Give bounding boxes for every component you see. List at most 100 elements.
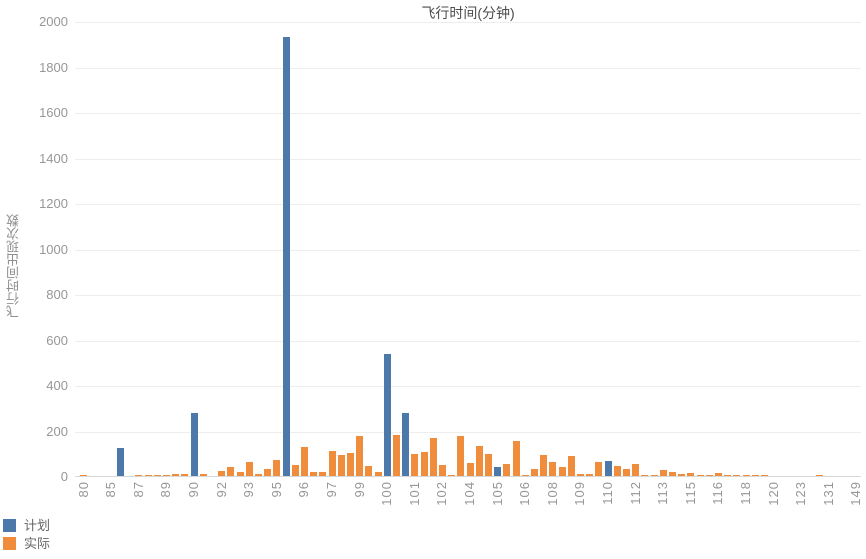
gridline-800: [75, 295, 861, 296]
x-tick-label-104: 104: [462, 481, 477, 506]
plot-area: [75, 22, 861, 477]
y-tick-label-1600: 1600: [39, 105, 68, 120]
x-tick-label-102: 102: [434, 481, 450, 506]
bar-actual-slot-55: [586, 474, 594, 476]
bar-actual-slot-80: [816, 475, 824, 476]
bar-actual-slot-19: [254, 474, 262, 476]
bar-actual-slot-43: [475, 446, 483, 476]
chart-title: 飞行时间(分钟): [421, 5, 515, 21]
x-tick-label-116: 116: [710, 481, 726, 505]
bar-actual-slot-13: [199, 474, 207, 476]
x-tick-label-120: 120: [765, 481, 781, 506]
bar-plan-slot-35: [402, 413, 410, 476]
gridline-600: [75, 340, 861, 342]
bar-actual-slot-56: [595, 462, 603, 476]
bar-actual-slot-0: [80, 475, 88, 476]
x-tick-label-108: 108: [544, 481, 560, 506]
x-tick-label-90: 90: [186, 481, 201, 498]
y-tick-label-1800: 1800: [39, 59, 68, 75]
bar-actual-slot-28: [337, 455, 345, 476]
x-tick-label-113: 113: [655, 481, 671, 505]
bar-actual-slot-69: [714, 473, 722, 476]
bar-actual-slot-34: [392, 435, 400, 476]
gridline-1200: [75, 204, 861, 205]
bar-actual-slot-20: [264, 469, 272, 476]
bar-plan-slot-33: [383, 354, 391, 476]
bar-actual-slot-27: [328, 451, 336, 476]
bar-actual-slot-68: [705, 475, 713, 476]
gridline-1800: [75, 67, 861, 69]
bar-actual-slot-41: [457, 436, 465, 476]
bar-plan-slot-22: [282, 37, 290, 476]
legend-swatch-plan: [3, 519, 16, 532]
x-tick-label-123: 123: [793, 481, 809, 506]
bar-actual-slot-30: [356, 436, 364, 476]
y-tick-label-1400: 1400: [39, 150, 68, 166]
y-tick-label-400: 400: [46, 378, 68, 393]
bar-actual-slot-64: [668, 472, 676, 476]
y-tick-label-2000: 2000: [39, 14, 68, 29]
bar-actual-slot-10: [172, 474, 180, 476]
bar-actual-slot-62: [650, 475, 658, 476]
y-tick-label-1200: 1200: [39, 196, 68, 211]
x-tick-label-105: 105: [489, 481, 505, 506]
bar-actual-slot-53: [567, 456, 575, 476]
bar-actual-slot-54: [576, 474, 584, 476]
x-tick-label-80: 80: [75, 481, 91, 498]
bar-actual-slot-61: [641, 475, 649, 476]
bar-actual-slot-31: [365, 466, 373, 476]
bar-plan-slot-45: [494, 467, 502, 476]
x-tick-label-110: 110: [600, 481, 615, 505]
legend-swatch-actual: [3, 537, 16, 550]
bar-plan-slot-12: [190, 413, 198, 476]
bar-actual-slot-67: [696, 475, 704, 476]
bar-actual-slot-25: [310, 472, 318, 476]
x-tick-label-118: 118: [738, 481, 753, 505]
y-tick-label-0: 0: [60, 469, 68, 484]
bar-actual-slot-72: [742, 475, 750, 476]
bar-actual-slot-16: [227, 467, 235, 476]
legend: 计划 实际: [3, 517, 50, 553]
bar-actual-slot-17: [236, 472, 244, 476]
bar-actual-slot-48: [521, 475, 529, 476]
bar-actual-slot-42: [466, 463, 474, 476]
bar-actual-slot-59: [622, 469, 630, 476]
x-tick-label-99: 99: [351, 481, 367, 498]
bar-actual-slot-66: [687, 473, 695, 476]
bar-actual-slot-47: [512, 441, 520, 476]
bar-actual-slot-32: [374, 472, 382, 476]
bar-actual-slot-9: [162, 475, 170, 476]
bar-actual-slot-8: [153, 475, 161, 476]
x-tick-label-101: 101: [406, 481, 422, 506]
bar-actual-slot-49: [530, 469, 538, 476]
gridline-200: [75, 431, 861, 433]
y-tick-label-1000: 1000: [39, 241, 68, 257]
bar-actual-slot-58: [613, 466, 621, 476]
bar-actual-slot-74: [760, 475, 768, 476]
bar-actual-slot-40: [448, 475, 456, 476]
x-tick-label-92: 92: [213, 481, 229, 498]
x-tick-label-97: 97: [324, 481, 339, 498]
bar-actual-slot-52: [558, 467, 566, 476]
gridline-1000: [75, 249, 861, 251]
x-tick-label-93: 93: [241, 481, 257, 498]
bar-actual-slot-37: [420, 452, 428, 476]
gridline-1400: [75, 158, 861, 160]
bar-actual-slot-50: [540, 455, 548, 476]
bar-plan-slot-4: [116, 448, 124, 476]
y-tick-label-200: 200: [46, 423, 68, 439]
bar-actual-slot-7: [144, 475, 152, 476]
bar-actual-slot-71: [733, 475, 741, 476]
x-tick-label-95: 95: [268, 481, 284, 498]
legend-label-plan: 计划: [24, 518, 51, 533]
bar-actual-slot-26: [319, 472, 327, 476]
x-axis-line: [75, 476, 861, 477]
legend-item-plan: 计划: [3, 517, 50, 534]
bar-actual-slot-21: [273, 460, 281, 476]
x-tick-label-109: 109: [572, 481, 588, 506]
x-tick-label-131: 131: [820, 481, 836, 506]
x-tick-label-106: 106: [517, 481, 533, 506]
x-tick-label-89: 89: [158, 481, 174, 498]
gridline-400: [75, 386, 861, 387]
legend-label-actual: 实际: [24, 536, 51, 551]
